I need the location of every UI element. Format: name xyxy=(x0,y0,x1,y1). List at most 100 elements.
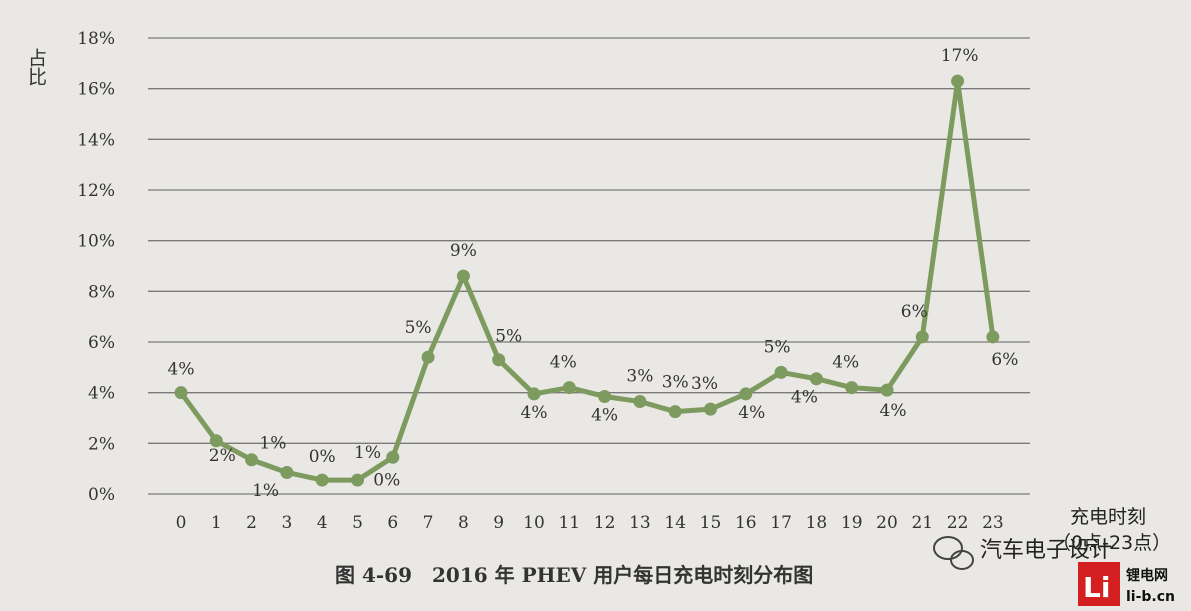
data-label: 4% xyxy=(832,353,859,373)
y-tick-label: 4% xyxy=(88,384,115,404)
x-tick-label: 21 xyxy=(911,513,933,533)
x-tick-label: 13 xyxy=(629,513,651,533)
x-tick-label: 3 xyxy=(281,513,292,533)
data-label: 5% xyxy=(495,327,522,347)
watermark-text: 汽车电子设计 xyxy=(980,538,1112,563)
x-tick-label: 19 xyxy=(841,513,863,533)
data-label: 0% xyxy=(373,470,400,490)
data-label: 3% xyxy=(626,367,653,387)
logo-letter: Li xyxy=(1083,571,1110,604)
data-points xyxy=(174,74,1000,487)
data-label: 9% xyxy=(450,241,477,261)
x-tick-label: 16 xyxy=(735,513,757,533)
x-tick-label: 23 xyxy=(982,513,1004,533)
logo-name: 锂电网 xyxy=(1126,567,1168,584)
x-tick-label: 15 xyxy=(700,513,722,533)
x-axis-ticks: 0 1 2 3 4 5 6 7 8 9 10 11 12 13 14 15 16 17 18 19 20 21 22 23 xyxy=(176,513,1004,533)
y-tick-label: 14% xyxy=(77,130,115,150)
data-point xyxy=(421,350,435,364)
y-tick-label: 6% xyxy=(88,333,115,353)
y-tick-label: 8% xyxy=(88,282,115,302)
data-label: 4% xyxy=(591,405,618,425)
data-point xyxy=(492,353,506,367)
data-point xyxy=(704,402,717,416)
data-label: 17% xyxy=(941,46,979,66)
data-point xyxy=(845,381,859,395)
data-point xyxy=(562,381,576,395)
y-axis-ticks: 0% 2% 4% 6% 8% 10% 12% 14% 16% 18% xyxy=(77,29,115,505)
data-point xyxy=(527,387,541,401)
y-tick-label: 0% xyxy=(88,485,115,505)
y-tick-label: 18% xyxy=(77,29,115,49)
y-tick-label: 16% xyxy=(77,80,115,100)
x-tick-label: 17 xyxy=(770,513,792,533)
data-point xyxy=(245,453,259,467)
data-point xyxy=(633,395,647,409)
data-label: 5% xyxy=(405,318,432,338)
data-label: 4% xyxy=(880,401,907,421)
data-point xyxy=(774,365,788,379)
x-tick-label: 6 xyxy=(387,513,398,533)
x-tick-label: 4 xyxy=(317,513,328,533)
x-axis-unit: （0点-23点） xyxy=(1052,532,1171,554)
figure-caption: 图 4-69 2016 年 PHEV 用户每日充电时刻分布图 xyxy=(335,563,813,587)
data-label: 6% xyxy=(991,350,1018,370)
data-label: 1% xyxy=(354,443,381,463)
data-point xyxy=(456,269,470,283)
series-polyline xyxy=(178,78,996,483)
watermark: 汽车电子设计 xyxy=(933,536,1112,570)
data-point xyxy=(386,450,400,464)
data-label: 4% xyxy=(521,403,548,423)
data-label: 4% xyxy=(738,403,765,423)
site-logo: Li 锂电网 li-b.cn xyxy=(1078,562,1175,606)
data-point xyxy=(280,465,294,479)
series-line xyxy=(178,78,996,483)
data-label: 4% xyxy=(550,353,577,373)
data-point xyxy=(951,74,965,88)
data-point xyxy=(174,386,188,400)
data-point xyxy=(351,473,364,487)
x-tick-label: 1 xyxy=(211,513,222,533)
x-tick-label: 0 xyxy=(176,513,187,533)
data-point xyxy=(986,330,1000,344)
x-axis-label: 充电时刻 xyxy=(1070,506,1146,528)
data-label: 3% xyxy=(691,374,718,394)
data-labels: 4%2%1%1%0% 1%0%5%9%5%4%4%4%3% 3% 3%4%5%4%4%… xyxy=(168,46,1019,501)
x-tick-label: 7 xyxy=(423,513,434,533)
x-tick-label: 11 xyxy=(558,513,580,533)
y-tick-label: 10% xyxy=(77,232,115,252)
data-label: 1% xyxy=(259,433,286,453)
data-label: 2% xyxy=(209,446,236,466)
y-axis-label: 占比 xyxy=(25,48,47,86)
logo-url: li-b.cn xyxy=(1126,589,1175,605)
y-tick-label: 12% xyxy=(77,181,115,201)
data-point xyxy=(598,389,612,403)
data-label: 1% xyxy=(252,481,279,501)
x-tick-label: 2 xyxy=(246,513,257,533)
wechat-icon xyxy=(933,536,974,570)
data-label: 0% xyxy=(309,447,336,467)
x-tick-label: 10 xyxy=(523,513,545,533)
data-point xyxy=(880,383,894,397)
data-point xyxy=(668,405,682,419)
data-label: 4% xyxy=(168,360,195,380)
logo-badge xyxy=(1078,562,1120,606)
data-point xyxy=(315,473,329,487)
data-point xyxy=(809,372,823,386)
x-tick-label: 12 xyxy=(594,513,616,533)
y-tick-label: 2% xyxy=(88,434,115,454)
x-tick-label: 22 xyxy=(947,513,969,533)
x-tick-label: 8 xyxy=(458,513,469,533)
data-label: 6% xyxy=(901,302,928,322)
data-point xyxy=(739,387,753,401)
x-tick-label: 9 xyxy=(493,513,504,533)
data-point xyxy=(209,434,223,448)
x-tick-label: 18 xyxy=(806,513,828,533)
x-tick-label: 5 xyxy=(352,513,363,533)
grid xyxy=(148,37,1030,495)
data-label: 5% xyxy=(764,337,791,357)
data-label: 3% xyxy=(662,373,689,393)
x-tick-label: 20 xyxy=(876,513,898,533)
x-tick-label: 14 xyxy=(664,513,686,533)
